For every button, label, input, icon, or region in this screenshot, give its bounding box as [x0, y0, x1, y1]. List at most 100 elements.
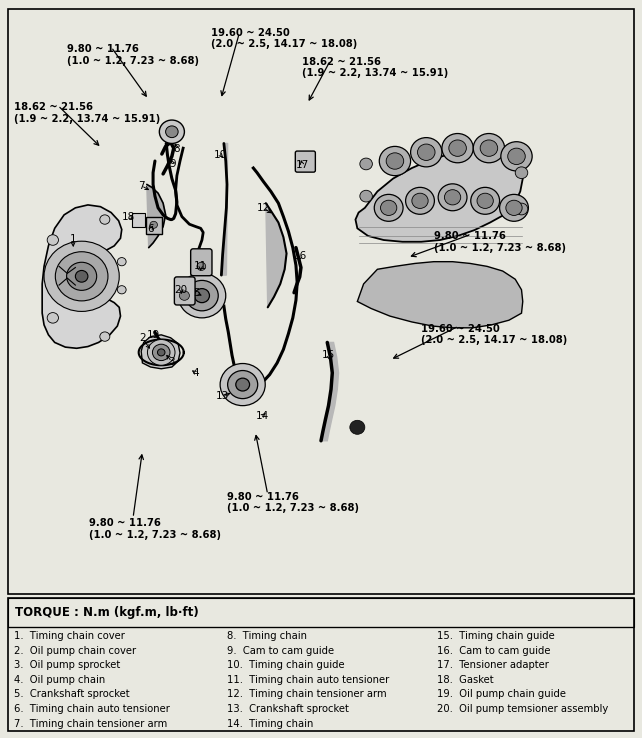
Text: 12.  Timing chain tensioner arm: 12. Timing chain tensioner arm	[227, 689, 386, 700]
Circle shape	[374, 194, 403, 221]
Circle shape	[166, 126, 178, 137]
Circle shape	[228, 370, 257, 399]
FancyBboxPatch shape	[146, 217, 162, 234]
Circle shape	[350, 420, 365, 435]
Text: 2: 2	[139, 334, 146, 343]
Circle shape	[449, 140, 466, 156]
Circle shape	[179, 291, 189, 300]
Text: 9.80 ~ 11.76
(1.0 ~ 1.2, 7.23 ~ 8.68): 9.80 ~ 11.76 (1.0 ~ 1.2, 7.23 ~ 8.68)	[434, 231, 566, 253]
Circle shape	[220, 364, 265, 406]
Circle shape	[406, 187, 435, 214]
Circle shape	[379, 146, 411, 176]
Circle shape	[508, 148, 525, 165]
Circle shape	[442, 134, 473, 163]
Text: 18: 18	[122, 212, 135, 221]
Text: 15.  Timing chain guide: 15. Timing chain guide	[437, 631, 555, 641]
Circle shape	[117, 286, 126, 294]
Circle shape	[75, 270, 88, 282]
Text: 10: 10	[214, 150, 227, 160]
Circle shape	[197, 262, 205, 270]
Circle shape	[473, 134, 505, 163]
Circle shape	[381, 200, 397, 215]
FancyBboxPatch shape	[175, 277, 195, 305]
Circle shape	[100, 332, 110, 341]
Text: 9.  Cam to cam guide: 9. Cam to cam guide	[227, 646, 334, 655]
Circle shape	[47, 313, 58, 323]
Circle shape	[438, 184, 467, 211]
Text: 9: 9	[169, 159, 176, 169]
Text: 2.  Oil pump chain cover: 2. Oil pump chain cover	[14, 646, 136, 655]
Text: 4: 4	[193, 368, 199, 378]
Text: 11.  Timing chain auto tensioner: 11. Timing chain auto tensioner	[227, 675, 389, 685]
Circle shape	[150, 221, 157, 228]
Text: 9.80 ~ 11.76
(1.0 ~ 1.2, 7.23 ~ 8.68): 9.80 ~ 11.76 (1.0 ~ 1.2, 7.23 ~ 8.68)	[67, 44, 199, 66]
Circle shape	[411, 137, 442, 167]
Text: 1: 1	[69, 234, 76, 244]
Circle shape	[444, 190, 461, 205]
Circle shape	[360, 158, 372, 170]
Text: 9.80 ~ 11.76
(1.0 ~ 1.2, 7.23 ~ 8.68): 9.80 ~ 11.76 (1.0 ~ 1.2, 7.23 ~ 8.68)	[89, 518, 221, 539]
Text: 17.  Tensioner adapter: 17. Tensioner adapter	[437, 661, 549, 670]
Polygon shape	[321, 342, 338, 441]
Circle shape	[499, 194, 528, 221]
Circle shape	[480, 140, 498, 156]
Text: 20.  Oil pump temsioner assembly: 20. Oil pump temsioner assembly	[437, 704, 608, 714]
Text: 19: 19	[147, 331, 160, 340]
Bar	[8, 598, 634, 627]
Text: 18.62 ~ 21.56
(1.9 ~ 2.2, 13.74 ~ 15.91): 18.62 ~ 21.56 (1.9 ~ 2.2, 13.74 ~ 15.91)	[14, 103, 160, 124]
Circle shape	[516, 203, 528, 215]
Circle shape	[47, 235, 58, 245]
Text: 3: 3	[169, 356, 175, 367]
FancyBboxPatch shape	[191, 249, 212, 276]
Text: 13.  Crankshaft sprocket: 13. Crankshaft sprocket	[227, 704, 349, 714]
Polygon shape	[42, 205, 122, 348]
Circle shape	[417, 144, 435, 160]
Text: 15: 15	[322, 351, 335, 360]
Text: 4.  Oil pump chain: 4. Oil pump chain	[14, 675, 105, 685]
Circle shape	[186, 280, 218, 311]
Text: 19.60 ~ 24.50
(2.0 ~ 2.5, 14.17 ~ 18.08): 19.60 ~ 24.50 (2.0 ~ 2.5, 14.17 ~ 18.08)	[421, 324, 568, 345]
Circle shape	[100, 215, 110, 224]
Text: 14.  Timing chain: 14. Timing chain	[227, 719, 313, 728]
Circle shape	[501, 142, 532, 171]
Circle shape	[516, 167, 528, 179]
Text: 18.  Gasket: 18. Gasket	[437, 675, 494, 685]
Polygon shape	[356, 148, 523, 242]
Text: 12: 12	[257, 203, 270, 213]
Text: 5: 5	[194, 289, 200, 298]
Text: 8.  Timing chain: 8. Timing chain	[227, 631, 307, 641]
Polygon shape	[266, 203, 286, 307]
Circle shape	[148, 339, 175, 365]
Text: 18.62 ~ 21.56
(1.9 ~ 2.2, 13.74 ~ 15.91): 18.62 ~ 21.56 (1.9 ~ 2.2, 13.74 ~ 15.91)	[302, 57, 449, 78]
Text: 9.80 ~ 11.76
(1.0 ~ 1.2, 7.23 ~ 8.68): 9.80 ~ 11.76 (1.0 ~ 1.2, 7.23 ~ 8.68)	[227, 492, 359, 513]
Text: 19.60 ~ 24.50
(2.0 ~ 2.5, 14.17 ~ 18.08): 19.60 ~ 24.50 (2.0 ~ 2.5, 14.17 ~ 18.08)	[211, 27, 358, 49]
Text: TORQUE : N.m (kgf.m, lb·ft): TORQUE : N.m (kgf.m, lb·ft)	[15, 607, 199, 619]
Text: 16: 16	[293, 252, 307, 261]
Text: 19.  Oil pump chain guide: 19. Oil pump chain guide	[437, 689, 566, 700]
Circle shape	[477, 193, 493, 208]
Text: 8: 8	[173, 145, 180, 154]
Text: 20: 20	[175, 285, 188, 294]
Circle shape	[159, 120, 184, 143]
Circle shape	[360, 190, 372, 202]
Circle shape	[178, 273, 226, 318]
Circle shape	[157, 349, 165, 356]
Text: 13: 13	[215, 391, 229, 401]
Text: 14: 14	[256, 410, 270, 421]
Text: 16.  Cam to cam guide: 16. Cam to cam guide	[437, 646, 550, 655]
Polygon shape	[141, 335, 180, 369]
Text: 6: 6	[147, 224, 154, 235]
Text: 5.  Crankshaft sprocket: 5. Crankshaft sprocket	[14, 689, 130, 700]
Circle shape	[67, 262, 97, 290]
Polygon shape	[221, 143, 228, 275]
Circle shape	[412, 193, 428, 208]
Circle shape	[386, 153, 404, 169]
Circle shape	[117, 258, 126, 266]
Circle shape	[236, 378, 250, 391]
Text: 7: 7	[138, 181, 144, 190]
Circle shape	[152, 344, 170, 361]
Text: 3.  Oil pump sprocket: 3. Oil pump sprocket	[14, 661, 120, 670]
Circle shape	[44, 241, 119, 311]
FancyBboxPatch shape	[132, 213, 145, 227]
Text: 1.  Timing chain cover: 1. Timing chain cover	[14, 631, 125, 641]
